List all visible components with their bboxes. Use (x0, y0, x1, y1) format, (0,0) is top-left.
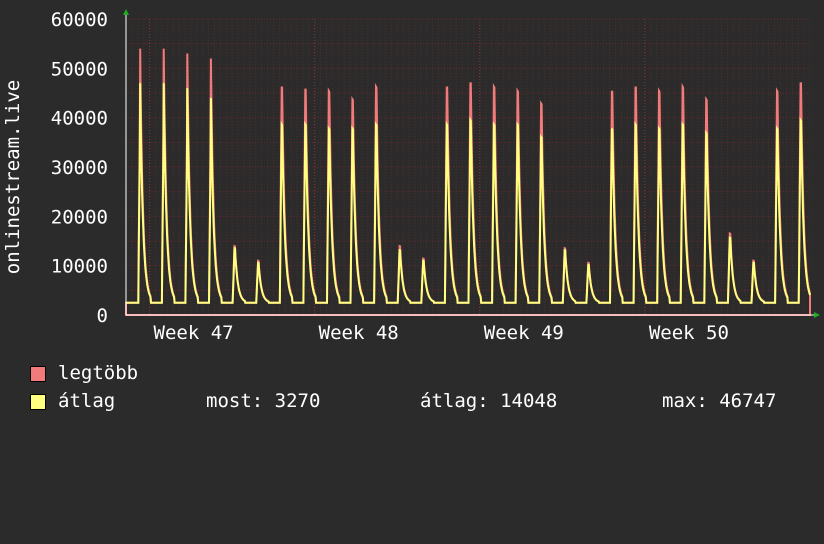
legend-swatch-avg (30, 394, 46, 410)
x-tick-label: Week 49 (484, 322, 564, 344)
x-axis-arrow-icon (814, 312, 820, 318)
y-tick-label: 30000 (51, 157, 108, 179)
y-tick-label: 50000 (51, 58, 108, 80)
x-tick-label: Week 47 (154, 322, 234, 344)
series-avg-line (126, 83, 811, 304)
legend-row-max: legtöbb (30, 362, 138, 384)
stat-current: most: 3270 (206, 390, 321, 412)
y-tick-label: 40000 (51, 108, 108, 130)
traffic-chart: 0 10000 20000 30000 40000 50000 60000 Week 47 We… (2, 9, 820, 344)
legend-label-max: legtöbb (58, 362, 139, 384)
graph-panel: 0 10000 20000 30000 40000 50000 60000 Week 47 We… (2, 9, 820, 412)
stat-average: átlag: 14048 (420, 390, 558, 412)
x-tick-label: Week 48 (319, 322, 399, 344)
y-tick-label: 60000 (51, 9, 108, 31)
y-tick-label: 0 (97, 305, 108, 327)
y-tick-label: 10000 (51, 256, 108, 278)
y-tick-label: 20000 (51, 206, 108, 228)
legend-swatch-max (30, 366, 46, 382)
stat-maximum: max: 46747 (662, 390, 777, 412)
y-axis-title: onlinestream.live (2, 80, 24, 274)
y-axis-arrow-icon (123, 9, 129, 15)
legend-label-avg: átlag (58, 390, 116, 412)
legend-row-avg: átlag most: 3270 átlag: 14048 max: 46747 (30, 390, 810, 412)
x-tick-label: Week 50 (649, 322, 729, 344)
